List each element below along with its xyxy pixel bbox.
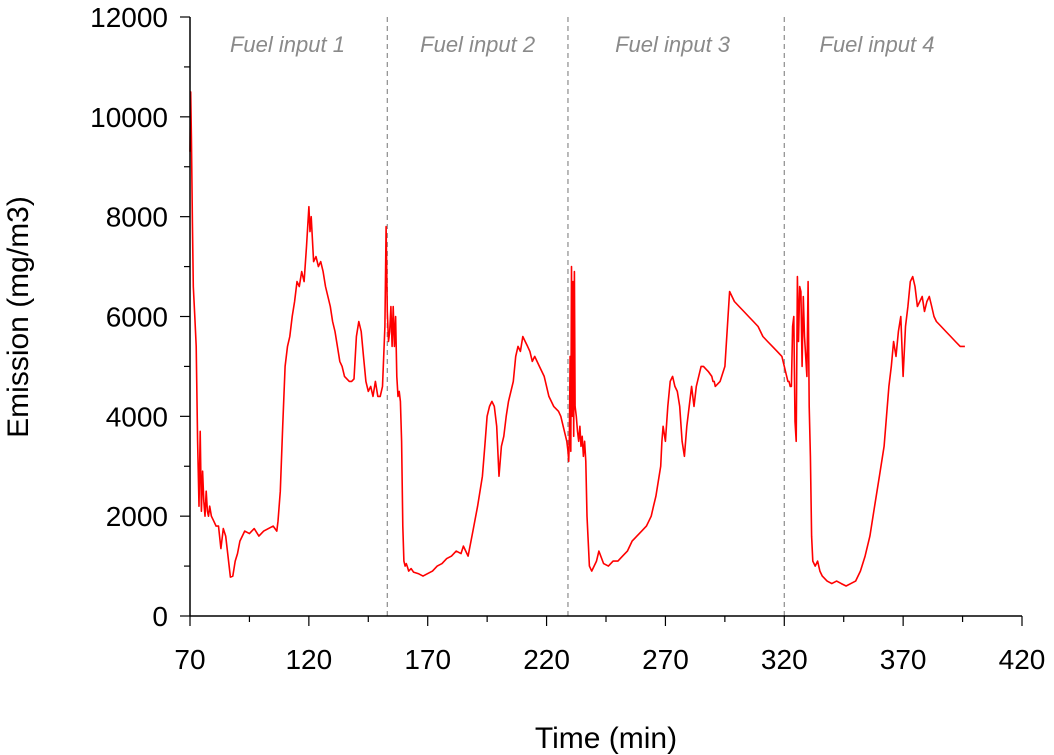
x-tick-label: 420 — [999, 644, 1046, 675]
y-tick-label: 0 — [152, 601, 168, 632]
x-tick-label: 70 — [174, 644, 205, 675]
series-layer — [189, 91, 965, 587]
fuel-input-dividers — [386, 17, 785, 616]
x-tick-label: 170 — [404, 644, 451, 675]
fuel-input-labels: Fuel input 1 Fuel input 2 Fuel input 3 Fuel… — [230, 32, 935, 57]
fuel-input-label-1: Fuel input 1 — [230, 32, 345, 57]
x-tick-label: 220 — [523, 644, 570, 675]
y-axis-title: Emission (mg/m3) — [2, 196, 35, 438]
x-tick-label: 320 — [761, 644, 808, 675]
fuel-input-label-3: Fuel input 3 — [615, 32, 731, 57]
axes — [189, 17, 1022, 617]
emission-series-line — [189, 91, 965, 587]
x-tick-label: 370 — [880, 644, 927, 675]
y-tick-label: 12000 — [90, 2, 168, 33]
fuel-input-label-4: Fuel input 4 — [820, 32, 935, 57]
x-axis-title: Time (min) — [535, 722, 677, 755]
x-axis-ticks: 70 120 170 220 270 320 370 420 — [174, 616, 1045, 675]
x-tick-label: 120 — [285, 644, 332, 675]
y-tick-label: 6000 — [106, 302, 168, 333]
y-tick-label: 4000 — [106, 401, 168, 432]
y-tick-label: 2000 — [106, 501, 168, 532]
fuel-input-label-2: Fuel input 2 — [420, 32, 535, 57]
y-tick-label: 10000 — [90, 102, 168, 133]
x-tick-label: 270 — [642, 644, 689, 675]
y-axis-ticks: 0 2000 4000 6000 8000 10000 12000 — [90, 2, 190, 632]
y-tick-label: 8000 — [106, 202, 168, 233]
